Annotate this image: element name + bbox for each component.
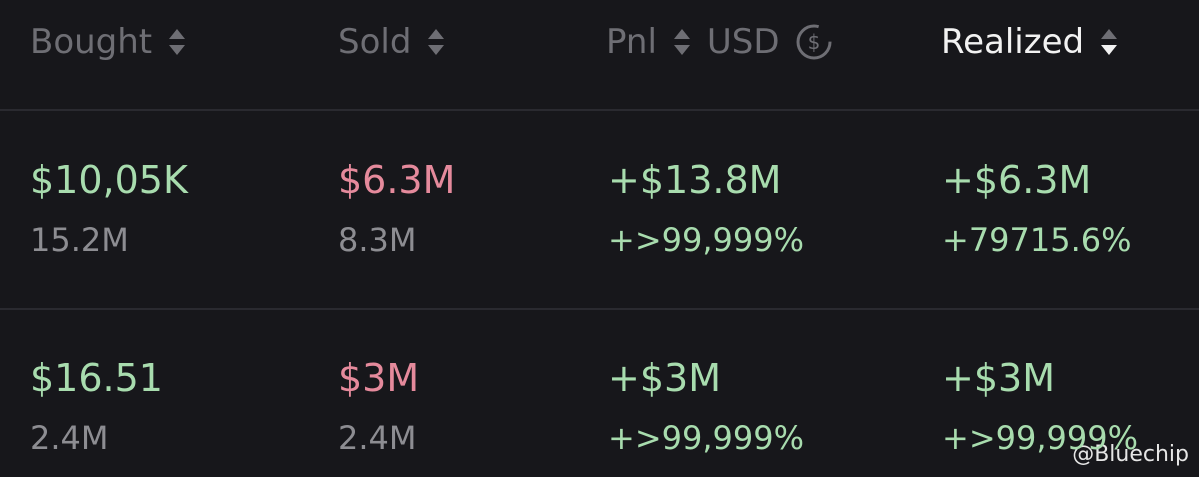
sort-icon [673,29,690,55]
sub-value: 2.4M [338,419,417,457]
header[interactable]: Pnl USD $ [606,22,834,62]
watermark: @Bluechip [1072,442,1189,467]
sort-icon [428,29,445,55]
sub-value: 8.3M [338,221,417,259]
header[interactable]: Realized [941,22,1120,62]
main-value: $16.51 [30,356,163,400]
divider [0,308,1199,310]
header-label: Realized [941,22,1085,62]
main-value: +$13.8M [608,158,782,202]
header[interactable]: Sold [338,22,447,62]
main-value: +$3M [942,356,1055,400]
svg-text:$: $ [807,30,820,54]
cell: $16.51 2.4M [30,355,163,461]
divider [0,109,1199,111]
sub-value: +>99,999% [608,419,804,457]
cell: $6.3M 8.3M [338,157,455,263]
main-value: +$3M [608,356,721,400]
sort-icon [169,29,186,55]
cell: $3M 2.4M [338,355,419,461]
currency-toggle[interactable]: $ [794,22,834,62]
header-label: Sold [338,22,412,62]
cell: +$6.3M +79715.6% [942,157,1132,263]
main-value: +$6.3M [942,158,1092,202]
cell: +$13.8M +>99,999% [608,157,804,263]
sub-value: +>99,999% [608,221,804,259]
sub-value: +79715.6% [942,221,1132,259]
header-label: Bought [30,22,153,62]
sub-value: +>99,999% [942,419,1138,457]
sub-value: 15.2M [30,221,129,259]
main-value: $10,05K [30,158,188,202]
header[interactable]: Bought [30,22,188,62]
header-label: Pnl [606,22,657,62]
sort-icon [1101,29,1118,55]
currency-label[interactable]: USD [706,22,780,62]
cell: +$3M +>99,999% [942,355,1138,461]
cell: +$3M +>99,999% [608,355,804,461]
main-value: $3M [338,356,420,400]
cell: $10,05K 15.2M [30,157,188,263]
main-value: $6.3M [338,158,456,202]
sub-value: 2.4M [30,419,109,457]
